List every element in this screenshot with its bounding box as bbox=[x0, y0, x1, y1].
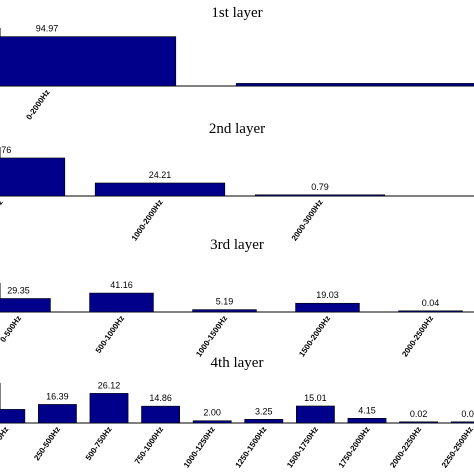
x-tick-label: 1000-1250Hz bbox=[182, 425, 217, 470]
x-tick-label: 0-250Hz bbox=[0, 425, 10, 455]
bar bbox=[0, 409, 26, 424]
bar bbox=[347, 417, 387, 424]
bar-value-label: 70.76 bbox=[0, 145, 11, 155]
x-tick-label: 0-2000Hz bbox=[24, 88, 51, 122]
bar-value-label: 4.15 bbox=[358, 405, 376, 415]
bar-value-label: 5.19 bbox=[216, 297, 234, 307]
bar bbox=[89, 292, 154, 313]
bar-value-label: 15.01 bbox=[304, 393, 327, 403]
x-tick-label: 1250-1500Hz bbox=[234, 425, 269, 470]
bar bbox=[192, 309, 257, 313]
panel-title: 1st layer bbox=[211, 5, 262, 21]
bar bbox=[89, 393, 129, 424]
x-tick-label: 1750-2000Hz bbox=[337, 425, 372, 470]
bar-value-label: 0.03 bbox=[461, 409, 474, 419]
bar-value-label: 0.04 bbox=[422, 298, 440, 308]
x-tick-label: 500-750Hz bbox=[84, 425, 114, 462]
x-tick-label: 250-500Hz bbox=[32, 425, 62, 462]
panel-title: 3rd layer bbox=[210, 237, 264, 253]
bar-value-label: 14.86 bbox=[149, 393, 172, 403]
x-tick-label: 1000-2000Hz bbox=[130, 198, 165, 243]
panel-title: 4th layer bbox=[211, 355, 264, 371]
x-tick-label: 2000-3000Hz bbox=[290, 198, 325, 243]
bar bbox=[295, 302, 360, 313]
bar bbox=[94, 182, 226, 197]
bar bbox=[296, 405, 335, 424]
x-tick-label: 1500-2000Hz bbox=[297, 314, 332, 359]
bar-value-label: 29.35 bbox=[7, 285, 30, 295]
bar bbox=[244, 419, 284, 424]
x-tick-label: 0-1000Hz bbox=[0, 198, 5, 232]
bar-value-label: 16.39 bbox=[46, 391, 69, 401]
x-tick-label: 0-500Hz bbox=[0, 314, 23, 344]
bar bbox=[254, 194, 386, 197]
bar-value-label: 2.00 bbox=[203, 408, 221, 418]
x-tick-label: 2250-2500Hz bbox=[440, 425, 474, 470]
bar-value-label: 94.97 bbox=[36, 24, 59, 34]
bar bbox=[399, 421, 438, 424]
bar-value-label: 0.02 bbox=[410, 409, 428, 419]
bar bbox=[141, 405, 180, 424]
bar bbox=[38, 404, 77, 424]
bar bbox=[0, 157, 66, 197]
x-tick-label: 1500-1750Hz bbox=[285, 425, 320, 470]
bar-value-label: 26.12 bbox=[98, 380, 121, 390]
bar bbox=[192, 420, 232, 424]
bar bbox=[235, 83, 474, 87]
bar bbox=[0, 36, 177, 87]
x-tick-label: 750-1000Hz bbox=[133, 425, 165, 466]
panel-title: 2nd layer bbox=[209, 121, 265, 137]
x-tick-label: 500-1000Hz bbox=[94, 314, 126, 355]
bar-value-label: 19.03 bbox=[316, 290, 339, 300]
bar bbox=[398, 310, 463, 313]
x-tick-label: 2000-2500Hz bbox=[400, 314, 435, 359]
bar-value-label: 41.16 bbox=[110, 280, 133, 290]
bar-value-label: 0.79 bbox=[311, 182, 329, 192]
bar bbox=[450, 421, 474, 424]
bar-value-label: 24.21 bbox=[149, 170, 172, 180]
x-tick-label: 1000-1500Hz bbox=[194, 314, 229, 359]
bar bbox=[0, 298, 51, 313]
bar-value-label: 3.25 bbox=[255, 406, 273, 416]
x-tick-label: 2000-2250Hz bbox=[388, 425, 423, 470]
